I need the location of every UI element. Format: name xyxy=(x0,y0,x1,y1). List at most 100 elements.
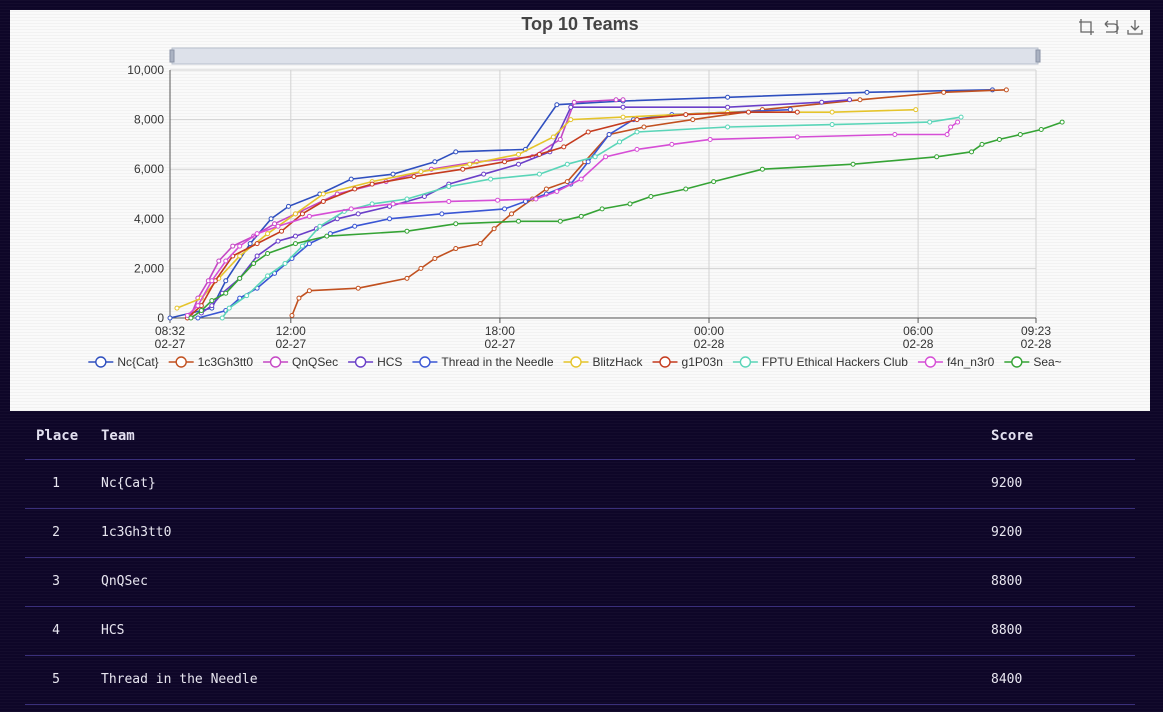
data-point xyxy=(167,315,173,321)
data-point xyxy=(515,161,521,167)
data-point xyxy=(216,258,222,264)
data-point xyxy=(453,221,459,227)
data-point xyxy=(219,315,225,321)
y-tick-label: 6,000 xyxy=(134,162,164,176)
data-point xyxy=(502,206,508,212)
legend-marker xyxy=(924,356,937,368)
data-point xyxy=(275,238,281,244)
series-line xyxy=(176,108,916,309)
data-point xyxy=(620,104,626,110)
row-team[interactable]: Nc{Cat} xyxy=(101,476,156,491)
data-point xyxy=(467,161,473,167)
data-point xyxy=(460,166,466,172)
data-point xyxy=(941,89,947,95)
table-row[interactable]: 1 Nc{Cat} 9200 xyxy=(25,460,1135,509)
table-row[interactable]: 2 1c3Gh3tt0 9200 xyxy=(25,509,1135,558)
data-point xyxy=(188,315,194,321)
zoom-icon[interactable] xyxy=(1078,18,1096,36)
x-tick-date: 02-28 xyxy=(903,337,934,351)
series-line xyxy=(186,111,798,319)
data-point xyxy=(955,119,961,125)
data-point xyxy=(634,146,640,152)
legend-label: FPTU Ethical Hackers Club xyxy=(762,355,908,369)
data-point xyxy=(491,226,497,232)
download-icon[interactable] xyxy=(1126,18,1144,36)
data-point xyxy=(320,198,326,204)
series-line xyxy=(221,116,962,319)
data-point xyxy=(913,107,919,113)
data-point xyxy=(306,213,312,219)
data-point xyxy=(759,166,765,172)
data-point xyxy=(285,203,291,209)
row-score: 8400 xyxy=(991,672,1023,687)
data-point xyxy=(515,218,521,224)
data-point xyxy=(543,186,549,192)
row-place: 4 xyxy=(52,623,60,638)
data-point xyxy=(829,109,835,115)
data-point xyxy=(1003,87,1009,93)
data-point xyxy=(725,124,731,130)
row-team[interactable]: Thread in the Needle xyxy=(101,672,258,687)
x-tick-time: 12:00 xyxy=(276,324,306,338)
data-point xyxy=(355,285,361,291)
data-point xyxy=(265,273,271,279)
data-point xyxy=(554,189,560,195)
table-row[interactable]: 3 QnQSec 8800 xyxy=(25,558,1135,607)
data-point xyxy=(439,211,445,217)
row-team[interactable]: 1c3Gh3tt0 xyxy=(101,525,172,540)
data-point xyxy=(794,134,800,140)
data-point xyxy=(348,206,354,212)
data-point xyxy=(418,169,424,175)
series-line xyxy=(190,121,1063,319)
legend-label: 1c3Gh3tt0 xyxy=(198,355,254,369)
data-point xyxy=(317,223,323,229)
legend-label: g1P03n xyxy=(682,355,723,369)
series-line xyxy=(200,99,850,314)
data-point xyxy=(603,154,609,160)
legend-label: Nc{Cat} xyxy=(117,355,158,369)
data-point xyxy=(299,211,305,217)
data-point xyxy=(571,99,577,105)
restore-icon[interactable] xyxy=(1102,18,1120,36)
data-point xyxy=(536,151,542,157)
data-point xyxy=(223,290,229,296)
data-point xyxy=(592,154,598,160)
data-point xyxy=(390,171,396,177)
legend-marker xyxy=(269,356,282,368)
row-team[interactable]: HCS xyxy=(101,623,125,638)
row-score: 9200 xyxy=(991,476,1023,491)
data-point xyxy=(254,231,260,237)
row-place: 2 xyxy=(52,525,60,540)
data-point xyxy=(533,196,539,202)
data-point xyxy=(725,104,731,110)
data-point xyxy=(348,176,354,182)
data-point xyxy=(446,184,452,190)
data-point xyxy=(404,275,410,281)
data-point xyxy=(557,218,563,224)
table-row[interactable]: 4 HCS 8800 xyxy=(25,607,1135,656)
data-point xyxy=(387,216,393,222)
data-point xyxy=(198,308,204,314)
data-point xyxy=(927,119,933,125)
data-point xyxy=(495,197,501,203)
data-point xyxy=(606,131,612,137)
row-place: 3 xyxy=(52,574,60,589)
data-point xyxy=(254,241,260,247)
table-row[interactable]: 5 Thread in the Needle 8400 xyxy=(25,656,1135,705)
data-point xyxy=(585,129,591,135)
data-point xyxy=(237,243,243,249)
data-point xyxy=(634,129,640,135)
data-point xyxy=(515,151,521,157)
data-point xyxy=(1059,119,1065,125)
data-point xyxy=(578,176,584,182)
data-point xyxy=(268,216,274,222)
data-point xyxy=(683,186,689,192)
row-team[interactable]: QnQSec xyxy=(101,574,148,589)
data-point xyxy=(568,117,574,123)
data-point xyxy=(564,179,570,185)
data-point xyxy=(404,228,410,234)
data-point xyxy=(745,109,751,115)
data-point xyxy=(223,278,229,284)
x-tick-time: 06:00 xyxy=(903,324,933,338)
data-point xyxy=(292,211,298,217)
